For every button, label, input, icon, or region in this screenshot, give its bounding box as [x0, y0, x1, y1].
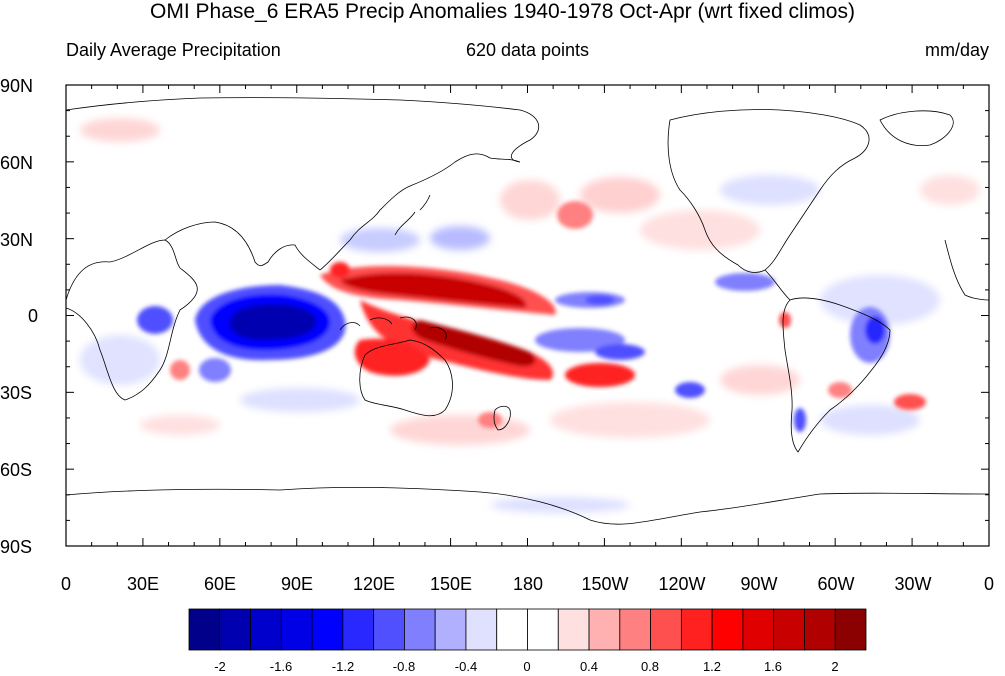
subtitle-left: Daily Average Precipitation — [66, 40, 281, 60]
coastlines — [66, 97, 989, 525]
lat-label-eq: 0 — [28, 306, 38, 326]
colorbar-box — [557, 608, 590, 651]
cb-label-0: 0 — [523, 659, 530, 674]
lon-label-90e: 90E — [281, 574, 313, 594]
colorbar-box — [834, 608, 867, 651]
lon-label-60e: 60E — [204, 574, 236, 594]
lat-label-90n: 90N — [0, 76, 33, 96]
colorbar-box — [650, 608, 682, 651]
cb-label-2: 2 — [831, 659, 838, 674]
colorbar-box — [188, 608, 221, 651]
cb-label-m0.4: -0.4 — [455, 659, 477, 674]
colorbar-box — [804, 608, 836, 651]
colorbar-box — [711, 608, 744, 651]
cb-label-m1.2: -1.2 — [332, 659, 354, 674]
colorbar-box — [219, 608, 251, 651]
lon-label-0: 0 — [61, 574, 71, 594]
lon-label-150w: 150W — [581, 574, 628, 594]
colorbar-box — [496, 608, 528, 651]
page-title: OMI Phase_6 ERA5 Precip Anomalies 1940-1… — [150, 0, 855, 23]
subtitle-center: 620 data points — [465, 40, 590, 60]
colorbar — [188, 608, 867, 651]
lat-label-60n: 60N — [0, 153, 33, 173]
colorbar-box — [619, 608, 651, 651]
subtitle-right: mm/day — [924, 40, 989, 60]
colorbar-box — [588, 608, 621, 651]
lat-label-60s: 60S — [0, 460, 32, 480]
anomaly-field — [66, 85, 989, 546]
colorbar-box — [280, 608, 313, 651]
colorbar-box — [404, 608, 436, 651]
lon-label-0-end: 0 — [984, 574, 994, 594]
colorbar-box — [527, 608, 559, 651]
colorbar-box — [434, 608, 467, 651]
cb-label-m0.8: -0.8 — [393, 659, 415, 674]
cb-label-m2: -2 — [214, 659, 226, 674]
colorbar-box — [250, 608, 282, 651]
lon-label-120w: 120W — [658, 574, 705, 594]
lon-label-90w: 90W — [740, 574, 777, 594]
lat-label-30n: 30N — [0, 230, 33, 250]
lon-label-30e: 30E — [127, 574, 159, 594]
colorbar-box — [342, 608, 375, 651]
cb-label-0.8: 0.8 — [641, 659, 659, 674]
tick-marks — [65, 84, 990, 547]
colorbar-box — [773, 608, 805, 651]
colorbar-box — [311, 608, 344, 651]
colorbar-box — [373, 608, 405, 651]
lat-labels: 90N 60N 30N 0 30S 60S 90S — [0, 76, 38, 557]
colorbar-box — [742, 608, 775, 651]
cb-label-1.2: 1.2 — [703, 659, 721, 674]
strong-anomaly-patches — [137, 201, 926, 432]
lon-label-180: 180 — [513, 574, 543, 594]
cb-label-1.6: 1.6 — [764, 659, 782, 674]
lat-label-90s: 90S — [0, 537, 32, 557]
lon-label-120e: 120E — [353, 574, 395, 594]
lat-label-30s: 30S — [0, 383, 32, 403]
weak-anomaly-patches — [80, 118, 980, 513]
cb-label-0.4: 0.4 — [580, 659, 598, 674]
lon-label-30w: 30W — [894, 574, 931, 594]
colorbar-box — [680, 608, 713, 651]
lon-label-60w: 60W — [817, 574, 854, 594]
colorbar-labels: -2 -1.6 -1.2 -0.8 -0.4 0 0.4 0.8 1.2 1.6… — [214, 659, 838, 674]
lon-labels: 0 30E 60E 90E 120E 150E 180 150W 120W 90… — [61, 574, 994, 594]
lon-label-150e: 150E — [430, 574, 472, 594]
colorbar-box — [465, 608, 498, 651]
cb-label-m1.6: -1.6 — [270, 659, 292, 674]
